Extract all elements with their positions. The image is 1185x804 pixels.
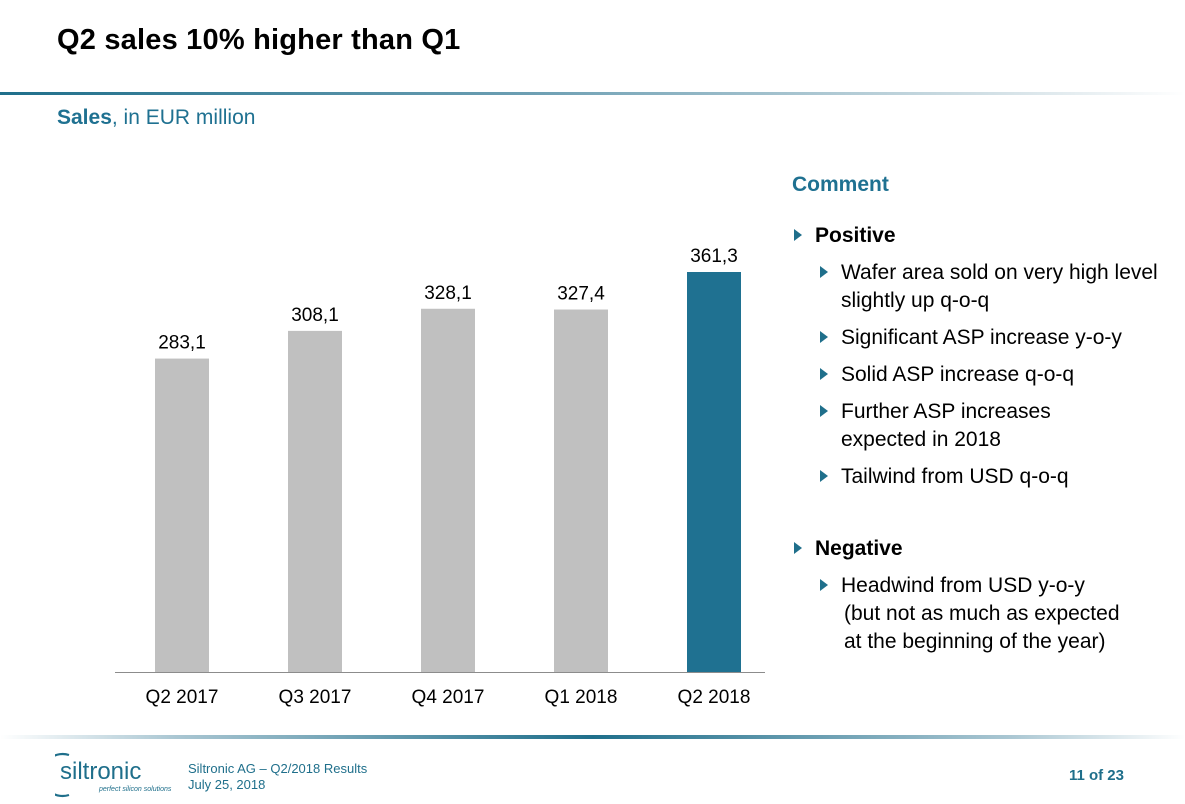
chart-subtitle: Sales, in EUR million: [57, 106, 255, 130]
x-tick-label: Q2 2018: [678, 687, 751, 708]
bullet-positive: Positive: [792, 222, 1172, 250]
positive-item: Wafer area sold on very high level sligh…: [792, 259, 1172, 315]
positive-item: Significant ASP increase y-o-y: [792, 324, 1172, 352]
siltronic-logo: siltronic perfect silicon solutions: [55, 752, 172, 798]
logo-tagline: perfect silicon solutions: [98, 786, 172, 793]
title-divider: [0, 92, 1185, 95]
page-number: 11 of 23: [1068, 767, 1124, 784]
triangle-bullet-icon: [820, 470, 828, 482]
positive-item: Solid ASP increase q-o-q: [792, 361, 1172, 389]
bar-value-label: 328,1: [424, 283, 472, 304]
negative-item: Headwind from USD y-o-y (but not as much…: [792, 572, 1172, 656]
bullet-negative: Negative: [792, 535, 1172, 563]
negative-label: Negative: [815, 537, 903, 560]
triangle-bullet-icon: [794, 542, 802, 554]
x-tick-label: Q2 2017: [146, 687, 219, 708]
triangle-bullet-icon: [794, 229, 802, 241]
bar-value-label: 327,4: [557, 284, 605, 305]
positive-item-text: Further ASP increases expected in 2018: [841, 400, 1051, 451]
positive-item: Further ASP increases expected in 2018: [792, 398, 1121, 454]
subtitle-strong: Sales: [57, 106, 112, 129]
slide-title: Q2 sales 10% higher than Q1: [57, 24, 461, 56]
logo-wordmark: siltronic: [60, 758, 141, 785]
bar-q2-2017: [155, 358, 209, 672]
bar-q1-2018: [554, 309, 608, 672]
negative-item-line: at the beginning of the year): [844, 630, 1106, 653]
sales-bar-chart: 283,1 Q2 2017 308,1 Q3 2017 328,1 Q4 2017 327,…: [115, 246, 765, 708]
triangle-bullet-icon: [820, 266, 828, 278]
footer-meta: Siltronic AG – Q2/2018 Results July 25, …: [188, 761, 367, 793]
positive-item-text: Solid ASP increase q-o-q: [841, 363, 1075, 386]
bar-q2-2018: [687, 272, 741, 672]
positive-item-text: Wafer area sold on very high level sligh…: [841, 261, 1158, 312]
triangle-bullet-icon: [820, 405, 828, 417]
positive-item-text: Tailwind from USD q-o-q: [841, 465, 1069, 488]
negative-item-line: (but not as much as expected: [844, 602, 1120, 625]
positive-item: Tailwind from USD q-o-q: [792, 463, 1172, 491]
footer-company-line: Siltronic AG – Q2/2018 Results: [188, 761, 368, 776]
bar-q3-2017: [288, 330, 342, 672]
logo-arc-icon: [55, 752, 70, 798]
triangle-bullet-icon: [820, 579, 828, 591]
x-tick-label: Q1 2018: [545, 687, 618, 708]
positive-label: Positive: [815, 224, 896, 247]
comment-heading: Comment: [792, 173, 889, 196]
x-tick-label: Q4 2017: [412, 687, 485, 708]
triangle-bullet-icon: [820, 368, 828, 380]
positive-item-text: Significant ASP increase y-o-y: [841, 326, 1122, 349]
bar-q4-2017: [421, 308, 475, 672]
x-tick-label: Q3 2017: [279, 687, 352, 708]
footer-date-line: July 25, 2018: [188, 777, 266, 792]
bar-value-label: 283,1: [158, 333, 206, 354]
subtitle-rest: , in EUR million: [111, 106, 256, 129]
negative-item-line: Headwind from USD y-o-y: [841, 574, 1085, 597]
bar-value-label: 361,3: [690, 246, 738, 267]
triangle-bullet-icon: [820, 331, 828, 343]
comment-bullets: Positive Wafer area sold on very high le…: [792, 222, 1172, 656]
footer-divider: [0, 735, 1185, 739]
bar-value-label: 308,1: [291, 305, 339, 326]
